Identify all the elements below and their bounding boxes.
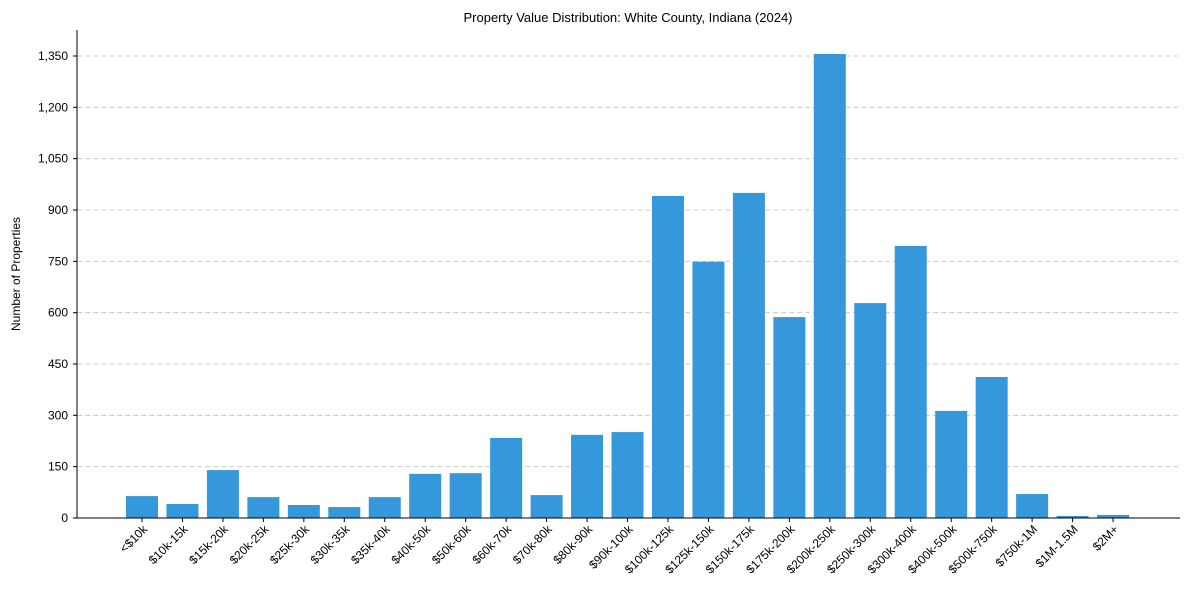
bar xyxy=(449,473,482,518)
bar xyxy=(1056,515,1089,518)
y-tick-label: 900 xyxy=(48,203,68,217)
bar xyxy=(1016,494,1049,518)
y-tick-label: 300 xyxy=(48,408,68,422)
bar xyxy=(409,473,442,518)
y-tick-label: 1,050 xyxy=(38,152,68,166)
x-tick-label: <$10k xyxy=(117,522,151,556)
x-tick-label: $35k-40k xyxy=(348,522,394,568)
bar xyxy=(854,303,887,518)
x-tick-label: $2M+ xyxy=(1090,522,1121,553)
bar xyxy=(611,432,644,518)
y-tick-label: 0 xyxy=(61,511,68,525)
x-tick-label: $25k-30k xyxy=(267,522,313,568)
bar xyxy=(126,496,158,518)
x-tick-label: $60k-70k xyxy=(469,522,515,568)
bar xyxy=(975,377,1008,518)
bar xyxy=(490,437,523,518)
y-tick-label: 150 xyxy=(48,460,68,474)
bar xyxy=(894,245,927,518)
bar xyxy=(651,195,684,519)
x-tick-label: $40k-50k xyxy=(389,522,435,568)
bar xyxy=(166,503,199,518)
x-tick-label: $750k-1M xyxy=(993,522,1041,570)
x-tick-label: $70k-80k xyxy=(510,522,556,568)
y-tick-label: 600 xyxy=(48,306,68,320)
bar xyxy=(368,497,401,518)
x-tick-label: $1M-1.5M xyxy=(1033,522,1081,570)
x-tick-label: $20k-25k xyxy=(227,522,273,568)
bar xyxy=(571,434,604,518)
bar xyxy=(773,317,806,518)
bar xyxy=(530,495,563,518)
bar xyxy=(692,261,725,518)
x-tick-label: $15k-20k xyxy=(186,522,232,568)
bar xyxy=(206,470,239,518)
y-tick-label: 750 xyxy=(48,254,68,268)
bar xyxy=(247,497,280,518)
x-tick-label: $30k-35k xyxy=(308,522,354,568)
bar xyxy=(813,53,846,519)
chart-title: Property Value Distribution: White Count… xyxy=(463,10,792,25)
y-tick-label: 1,200 xyxy=(38,100,68,114)
bar xyxy=(1097,514,1130,518)
y-tick-label: 1,350 xyxy=(38,49,68,63)
x-tick-label: $10k-15k xyxy=(146,522,192,568)
bar xyxy=(328,507,361,518)
y-tick-label: 450 xyxy=(48,357,68,371)
x-tick-label: $50k-60k xyxy=(429,522,475,568)
y-axis-label: Number of Properties xyxy=(9,217,23,331)
bar xyxy=(732,192,765,518)
bar xyxy=(287,504,320,518)
bar xyxy=(935,410,968,518)
